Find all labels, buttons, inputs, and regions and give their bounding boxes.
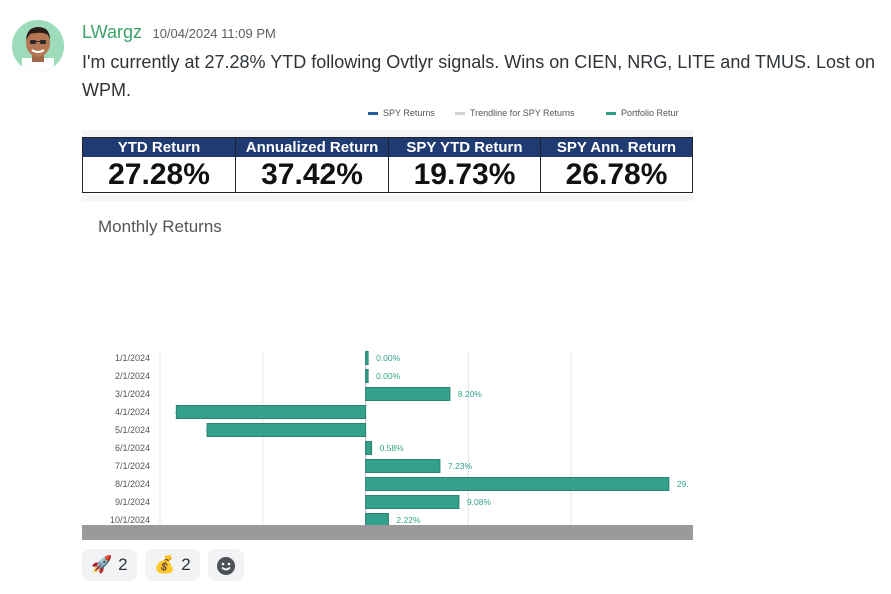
legend-label: Portfolio Retur	[621, 108, 679, 118]
rocket-icon: 🚀	[91, 555, 113, 574]
data-label: 0.00%	[376, 353, 401, 363]
add-reaction-button[interactable]	[208, 549, 245, 581]
message-timestamp: 10/04/2024 11:09 PM	[152, 26, 276, 41]
bar	[365, 477, 670, 491]
bar	[365, 495, 460, 509]
money-bag-icon: 💰	[154, 555, 176, 574]
legend-label: SPY Returns	[383, 108, 435, 118]
message-text: I'm currently at 27.28% YTD following Ov…	[82, 52, 876, 100]
bar	[206, 423, 367, 437]
bar	[365, 459, 441, 473]
y-tick-label: 4/1/2024	[115, 407, 150, 417]
summary-value: 19.73%	[413, 158, 516, 191]
y-tick-label: 1/1/2024	[115, 353, 150, 363]
y-tick-label: 5/1/2024	[115, 425, 150, 435]
summary-spy-ann-return: SPY Ann. Return 26.78%	[540, 137, 693, 193]
summary-annualized-return: Annualized Return 37.42%	[235, 137, 389, 193]
data-label: -18.41%	[174, 407, 206, 417]
bar	[365, 351, 369, 365]
data-label: 29.	[677, 479, 689, 489]
data-label: -15.42%	[205, 425, 237, 435]
reactions-bar: 🚀 2 💰 2	[82, 549, 248, 581]
legend-label: Trendline for SPY Returns	[470, 108, 575, 118]
legend-item-spy-trendline: Trendline for SPY Returns	[455, 108, 575, 118]
data-label: 8.20%	[458, 389, 483, 399]
summary-header: YTD Return	[83, 138, 235, 157]
bar	[365, 441, 373, 455]
summary-header: SPY Ann. Return	[541, 138, 692, 157]
data-label: 0.58%	[380, 443, 405, 453]
legend-item-portfolio-return: Portfolio Retur	[606, 108, 679, 118]
summary-value: 26.78%	[565, 158, 668, 191]
bar	[365, 369, 369, 383]
user-avatar[interactable]	[12, 20, 64, 72]
summary-table: YTD Return 27.28% Annualized Return 37.4…	[82, 137, 693, 195]
y-tick-label: 2/1/2024	[115, 371, 150, 381]
data-label: 0.00%	[376, 371, 401, 381]
chart-legend: SPY Returns Trendline for SPY Returns Po…	[82, 100, 693, 130]
smiley-icon	[217, 556, 236, 575]
y-tick-label: 7/1/2024	[115, 461, 150, 471]
data-label: 2.22%	[396, 515, 421, 525]
summary-spy-ytd-return: SPY YTD Return 19.73%	[388, 137, 541, 193]
data-label: 9.08%	[467, 497, 492, 507]
summary-ytd-return: YTD Return 27.28%	[82, 137, 236, 193]
summary-value: 37.42%	[261, 158, 363, 191]
y-tick-label: 3/1/2024	[115, 389, 150, 399]
reaction-money-bag[interactable]: 💰 2	[145, 549, 200, 581]
legend-swatch	[368, 112, 378, 116]
image-attachment[interactable]: SPY Returns Trendline for SPY Returns Po…	[82, 100, 693, 540]
y-tick-label: 10/1/2024	[110, 515, 150, 525]
y-tick-label: 8/1/2024	[115, 479, 150, 489]
y-tick-label: 6/1/2024	[115, 443, 150, 453]
summary-value: 27.28%	[108, 158, 210, 191]
image-bottom-bar	[82, 525, 693, 540]
legend-swatch	[455, 112, 465, 116]
legend-item-spy-returns: SPY Returns	[368, 108, 435, 118]
username[interactable]: LWargz	[82, 22, 143, 42]
legend-swatch	[606, 112, 616, 116]
bar	[365, 387, 451, 401]
bar	[365, 513, 389, 525]
avatar-image	[12, 20, 64, 72]
bar	[175, 405, 367, 419]
chart-plot: -20.00%-10.00%0.00%10.00%20.00%1/1/20240…	[110, 351, 689, 525]
summary-header: SPY YTD Return	[389, 138, 540, 157]
monthly-returns-chart: Monthly Returns -20.00%-10.00%0.00%10.00…	[82, 201, 693, 525]
reaction-count: 2	[181, 555, 191, 574]
chart-title: Monthly Returns	[98, 217, 222, 236]
y-tick-label: 9/1/2024	[115, 497, 150, 507]
summary-header: Annualized Return	[236, 138, 388, 157]
reaction-rocket[interactable]: 🚀 2	[82, 549, 137, 581]
reaction-count: 2	[118, 555, 128, 574]
message-header: LWargz 10/04/2024 11:09 PM	[82, 22, 276, 43]
data-label: 7.23%	[448, 461, 473, 471]
